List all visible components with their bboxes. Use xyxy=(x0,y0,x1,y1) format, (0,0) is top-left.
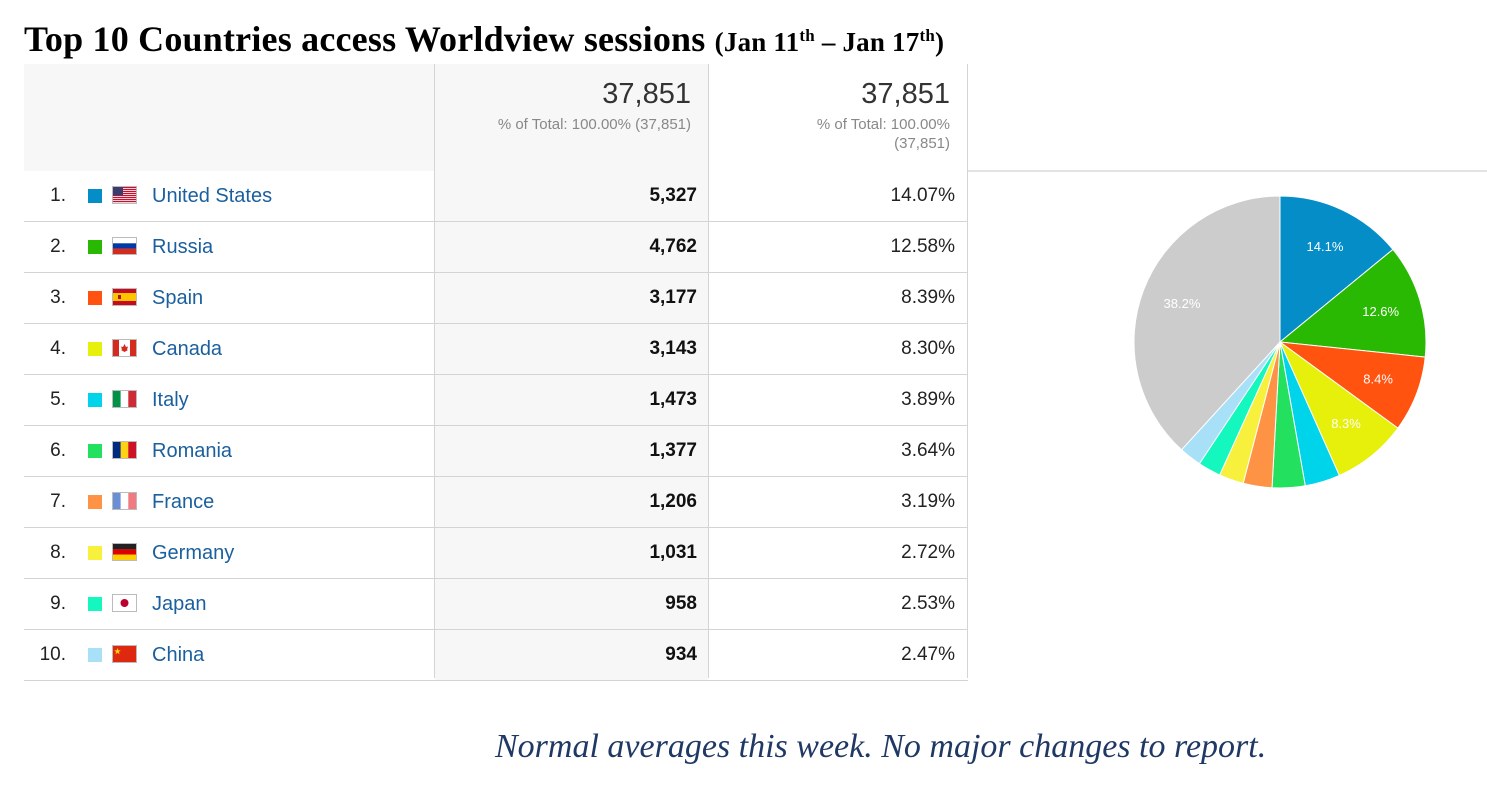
pie-slice-label: 38.2% xyxy=(1164,296,1201,311)
row-rank: 8. xyxy=(50,542,66,563)
row-rank: 4. xyxy=(50,338,66,359)
legend-swatch xyxy=(88,342,102,356)
pie-slice-united-states[interactable] xyxy=(1279,195,1394,344)
pie-slice-label: 8.3% xyxy=(1331,416,1361,431)
row-rank: 5. xyxy=(50,389,66,410)
pie-slice-label: 12.6% xyxy=(1362,304,1399,319)
percent-value: 14.07% xyxy=(890,185,955,206)
country-link[interactable]: France xyxy=(152,491,215,513)
table-row: 9. Japan 958 2.53% xyxy=(24,579,968,630)
row-rank: 1. xyxy=(50,185,66,206)
sessions-total: 37,851 xyxy=(602,78,691,110)
percent-value: 8.30% xyxy=(901,338,955,359)
legend-swatch xyxy=(88,648,102,662)
percent-value: 12.58% xyxy=(890,236,955,257)
summary-note: Normal averages this week. No major chan… xyxy=(495,728,1267,765)
pie-slice-label: 8.4% xyxy=(1363,372,1393,387)
legend-swatch xyxy=(88,240,102,254)
percent-value: 3.64% xyxy=(901,440,955,461)
row-rank: 9. xyxy=(50,593,66,614)
sessions-value: 958 xyxy=(665,593,697,614)
sessions-value: 1,206 xyxy=(649,491,697,512)
sessions-value: 5,327 xyxy=(649,185,697,206)
country-table: 37,851 % of Total: 100.00% (37,851) 37,8… xyxy=(24,64,968,681)
pie-slice-russia[interactable] xyxy=(1278,248,1427,358)
table-row: 3. Spain 3,177 8.39% xyxy=(24,273,968,324)
cn-flag-icon xyxy=(112,645,137,663)
sessions-value: 4,762 xyxy=(649,236,697,257)
table-row: 1. United States 5,327 14.07% xyxy=(24,171,968,222)
row-rank: 6. xyxy=(50,440,66,461)
country-link[interactable]: Japan xyxy=(152,593,207,615)
sessions-pie-chart: 14.1% 12.6% 8.4% 8.3% 38.2% xyxy=(1133,195,1427,489)
column-divider xyxy=(967,64,968,678)
legend-swatch xyxy=(88,189,102,203)
legend-swatch xyxy=(88,291,102,305)
sessions-value: 934 xyxy=(665,644,697,665)
percent-total-sub-2: (37,851) xyxy=(894,135,950,152)
table-row: 2. Russia 4,762 12.58% xyxy=(24,222,968,273)
ru-flag-icon xyxy=(112,237,137,255)
table-row: 10. China 934 2.47% xyxy=(24,630,968,681)
table-row: 8. Germany 1,031 2.72% xyxy=(24,528,968,579)
percent-value: 2.53% xyxy=(901,593,955,614)
legend-swatch xyxy=(88,393,102,407)
de-flag-icon xyxy=(112,543,137,561)
row-rank: 3. xyxy=(50,287,66,308)
sessions-value: 1,377 xyxy=(649,440,697,461)
table-row: 4. Canada 3,143 8.30% xyxy=(24,324,968,375)
ro-flag-icon xyxy=(112,441,137,459)
percent-value: 8.39% xyxy=(901,287,955,308)
ca-flag-icon xyxy=(112,339,137,357)
row-rank: 2. xyxy=(50,236,66,257)
sessions-value: 3,177 xyxy=(649,287,697,308)
column-divider xyxy=(434,64,435,678)
sessions-total-sub: % of Total: 100.00% (37,851) xyxy=(497,116,691,133)
percent-value: 2.72% xyxy=(901,542,955,563)
column-divider xyxy=(708,64,709,678)
row-rank: 10. xyxy=(39,644,66,665)
row-rank: 7. xyxy=(50,491,66,512)
page-title: Top 10 Countries access Worldview sessio… xyxy=(24,18,944,60)
table-row: 5. Italy 1,473 3.89% xyxy=(24,375,968,426)
sessions-value: 3,143 xyxy=(649,338,697,359)
us-flag-icon xyxy=(112,186,137,204)
jp-flag-icon xyxy=(112,594,137,612)
percent-value: 2.47% xyxy=(901,644,955,665)
country-link[interactable]: Russia xyxy=(152,236,214,258)
table-row: 6. Romania 1,377 3.64% xyxy=(24,426,968,477)
table-header: 37,851 % of Total: 100.00% (37,851) 37,8… xyxy=(24,64,968,171)
legend-swatch xyxy=(88,546,102,560)
country-link[interactable]: Italy xyxy=(152,389,189,411)
country-link[interactable]: Germany xyxy=(152,542,235,564)
legend-swatch xyxy=(88,444,102,458)
pie-slice-other[interactable] xyxy=(1133,195,1281,451)
title-main: Top 10 Countries access Worldview sessio… xyxy=(24,19,706,59)
country-link[interactable]: Romania xyxy=(152,440,233,462)
percent-total-sub-1: % of Total: 100.00% xyxy=(816,116,950,133)
table-row: 7. France 1,206 3.19% xyxy=(24,477,968,528)
country-link[interactable]: China xyxy=(152,644,205,666)
pie-slice-label: 14.1% xyxy=(1307,239,1344,254)
legend-swatch xyxy=(88,495,102,509)
percent-value: 3.19% xyxy=(901,491,955,512)
legend-swatch xyxy=(88,597,102,611)
it-flag-icon xyxy=(112,390,137,408)
percent-total: 37,851 xyxy=(861,78,950,110)
country-link[interactable]: Spain xyxy=(152,287,204,309)
sessions-value: 1,473 xyxy=(649,389,697,410)
fr-flag-icon xyxy=(112,492,137,510)
title-date-range: (Jan 11th – Jan 17th) xyxy=(714,26,945,57)
percent-value: 3.89% xyxy=(901,389,955,410)
country-link[interactable]: Canada xyxy=(152,338,223,360)
es-flag-icon xyxy=(112,288,137,306)
country-link[interactable]: United States xyxy=(152,185,273,207)
sessions-value: 1,031 xyxy=(649,542,697,563)
